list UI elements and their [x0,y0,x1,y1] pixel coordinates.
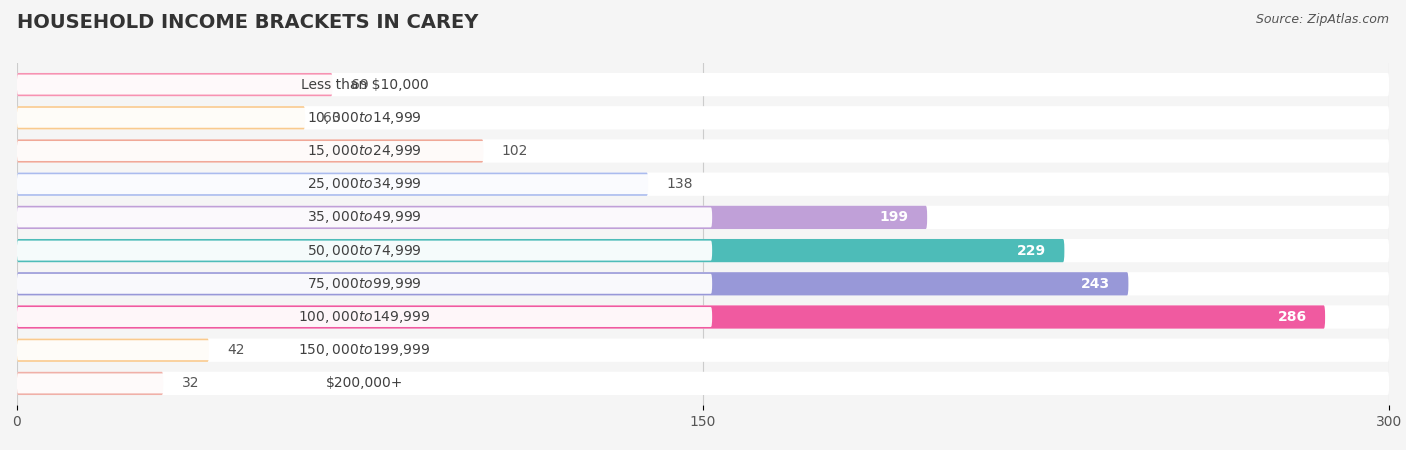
Text: $100,000 to $149,999: $100,000 to $149,999 [298,309,430,325]
Text: 199: 199 [880,211,908,225]
Text: 286: 286 [1278,310,1306,324]
FancyBboxPatch shape [17,374,713,393]
Text: $50,000 to $74,999: $50,000 to $74,999 [307,243,422,259]
Text: 63: 63 [323,111,342,125]
Text: $150,000 to $199,999: $150,000 to $199,999 [298,342,430,358]
FancyBboxPatch shape [17,241,713,261]
FancyBboxPatch shape [17,274,713,294]
Text: 102: 102 [502,144,529,158]
FancyBboxPatch shape [17,272,1129,296]
FancyBboxPatch shape [17,73,1389,96]
FancyBboxPatch shape [17,239,1064,262]
FancyBboxPatch shape [17,239,1389,262]
Text: $10,000 to $14,999: $10,000 to $14,999 [307,110,422,126]
Text: 32: 32 [181,376,200,391]
Text: 229: 229 [1017,243,1046,257]
FancyBboxPatch shape [17,207,713,227]
Text: 138: 138 [666,177,693,191]
FancyBboxPatch shape [17,106,1389,130]
Text: Source: ZipAtlas.com: Source: ZipAtlas.com [1256,14,1389,27]
Text: 42: 42 [228,343,245,357]
Text: Less than $10,000: Less than $10,000 [301,77,429,92]
FancyBboxPatch shape [17,372,1389,395]
FancyBboxPatch shape [17,306,1324,328]
Text: HOUSEHOLD INCOME BRACKETS IN CAREY: HOUSEHOLD INCOME BRACKETS IN CAREY [17,14,478,32]
FancyBboxPatch shape [17,372,163,395]
FancyBboxPatch shape [17,106,305,130]
Text: 69: 69 [350,77,368,92]
FancyBboxPatch shape [17,340,713,360]
Text: $35,000 to $49,999: $35,000 to $49,999 [307,209,422,225]
FancyBboxPatch shape [17,140,484,162]
FancyBboxPatch shape [17,140,1389,162]
FancyBboxPatch shape [17,141,713,161]
FancyBboxPatch shape [17,206,1389,229]
FancyBboxPatch shape [17,108,713,128]
Text: 243: 243 [1081,277,1111,291]
Text: $75,000 to $99,999: $75,000 to $99,999 [307,276,422,292]
FancyBboxPatch shape [17,206,927,229]
FancyBboxPatch shape [17,306,1389,328]
FancyBboxPatch shape [17,338,1389,362]
FancyBboxPatch shape [17,307,713,327]
Text: $200,000+: $200,000+ [326,376,404,391]
Text: $15,000 to $24,999: $15,000 to $24,999 [307,143,422,159]
FancyBboxPatch shape [17,174,713,194]
FancyBboxPatch shape [17,172,1389,196]
FancyBboxPatch shape [17,73,332,96]
FancyBboxPatch shape [17,338,209,362]
Text: $25,000 to $34,999: $25,000 to $34,999 [307,176,422,192]
FancyBboxPatch shape [17,172,648,196]
FancyBboxPatch shape [17,272,1389,296]
FancyBboxPatch shape [17,75,713,94]
